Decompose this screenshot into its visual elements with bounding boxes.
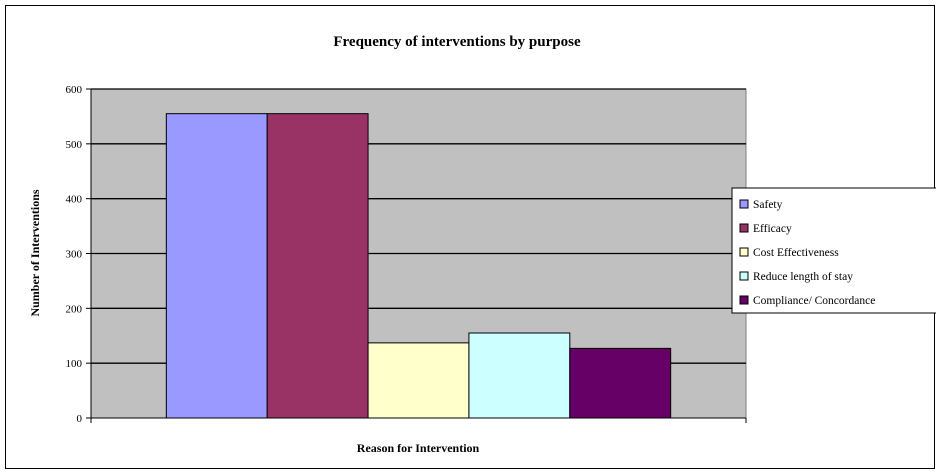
bar-efficacy bbox=[266, 113, 369, 419]
legend-box bbox=[731, 187, 936, 314]
chart-frame: Frequency of interventions by purpose 0 1… bbox=[5, 5, 936, 469]
legend-label-safety: Safety bbox=[753, 199, 783, 211]
bar-reduce-length-of-stay bbox=[468, 332, 571, 419]
legend-swatch-safety bbox=[739, 199, 749, 209]
y-tick-label: 400 bbox=[66, 194, 83, 206]
y-tick-label: 500 bbox=[66, 139, 83, 151]
y-tick-label: 0 bbox=[77, 413, 83, 425]
bar-cost-effectiveness bbox=[367, 342, 470, 419]
legend-label-reduce-length-of-stay: Reduce length of stay bbox=[753, 271, 853, 283]
y-axis-ticks: 0 100 200 300 400 500 600 bbox=[66, 84, 91, 425]
x-axis-title: Reason for Intervention bbox=[357, 441, 480, 455]
y-tick-label: 200 bbox=[66, 303, 83, 315]
legend-label-compliance-concordance: Compliance/ Concordance bbox=[753, 295, 875, 307]
bar-chart: Frequency of interventions by purpose 0 1… bbox=[28, 34, 936, 455]
legend-swatch-cost-effectiveness bbox=[739, 247, 749, 257]
bar-compliance-concordance bbox=[569, 347, 672, 419]
y-tick-label: 600 bbox=[66, 84, 83, 96]
legend-swatch-efficacy bbox=[739, 223, 749, 233]
y-tick-label: 300 bbox=[66, 249, 83, 261]
legend-swatch-compliance-concordance bbox=[739, 295, 749, 305]
y-axis-title: Number of Interventions bbox=[28, 189, 42, 316]
legend-label-efficacy: Efficacy bbox=[753, 223, 792, 235]
chart-title: Frequency of interventions by purpose bbox=[333, 34, 581, 50]
legend: Safety Efficacy Cost Effectiveness Reduce l… bbox=[739, 199, 875, 307]
bars bbox=[165, 113, 672, 419]
bar-safety bbox=[165, 113, 268, 419]
legend-label-cost-effectiveness: Cost Effectiveness bbox=[753, 247, 839, 259]
y-tick-label: 100 bbox=[66, 358, 83, 370]
legend-swatch-reduce-length-of-stay bbox=[739, 271, 749, 281]
